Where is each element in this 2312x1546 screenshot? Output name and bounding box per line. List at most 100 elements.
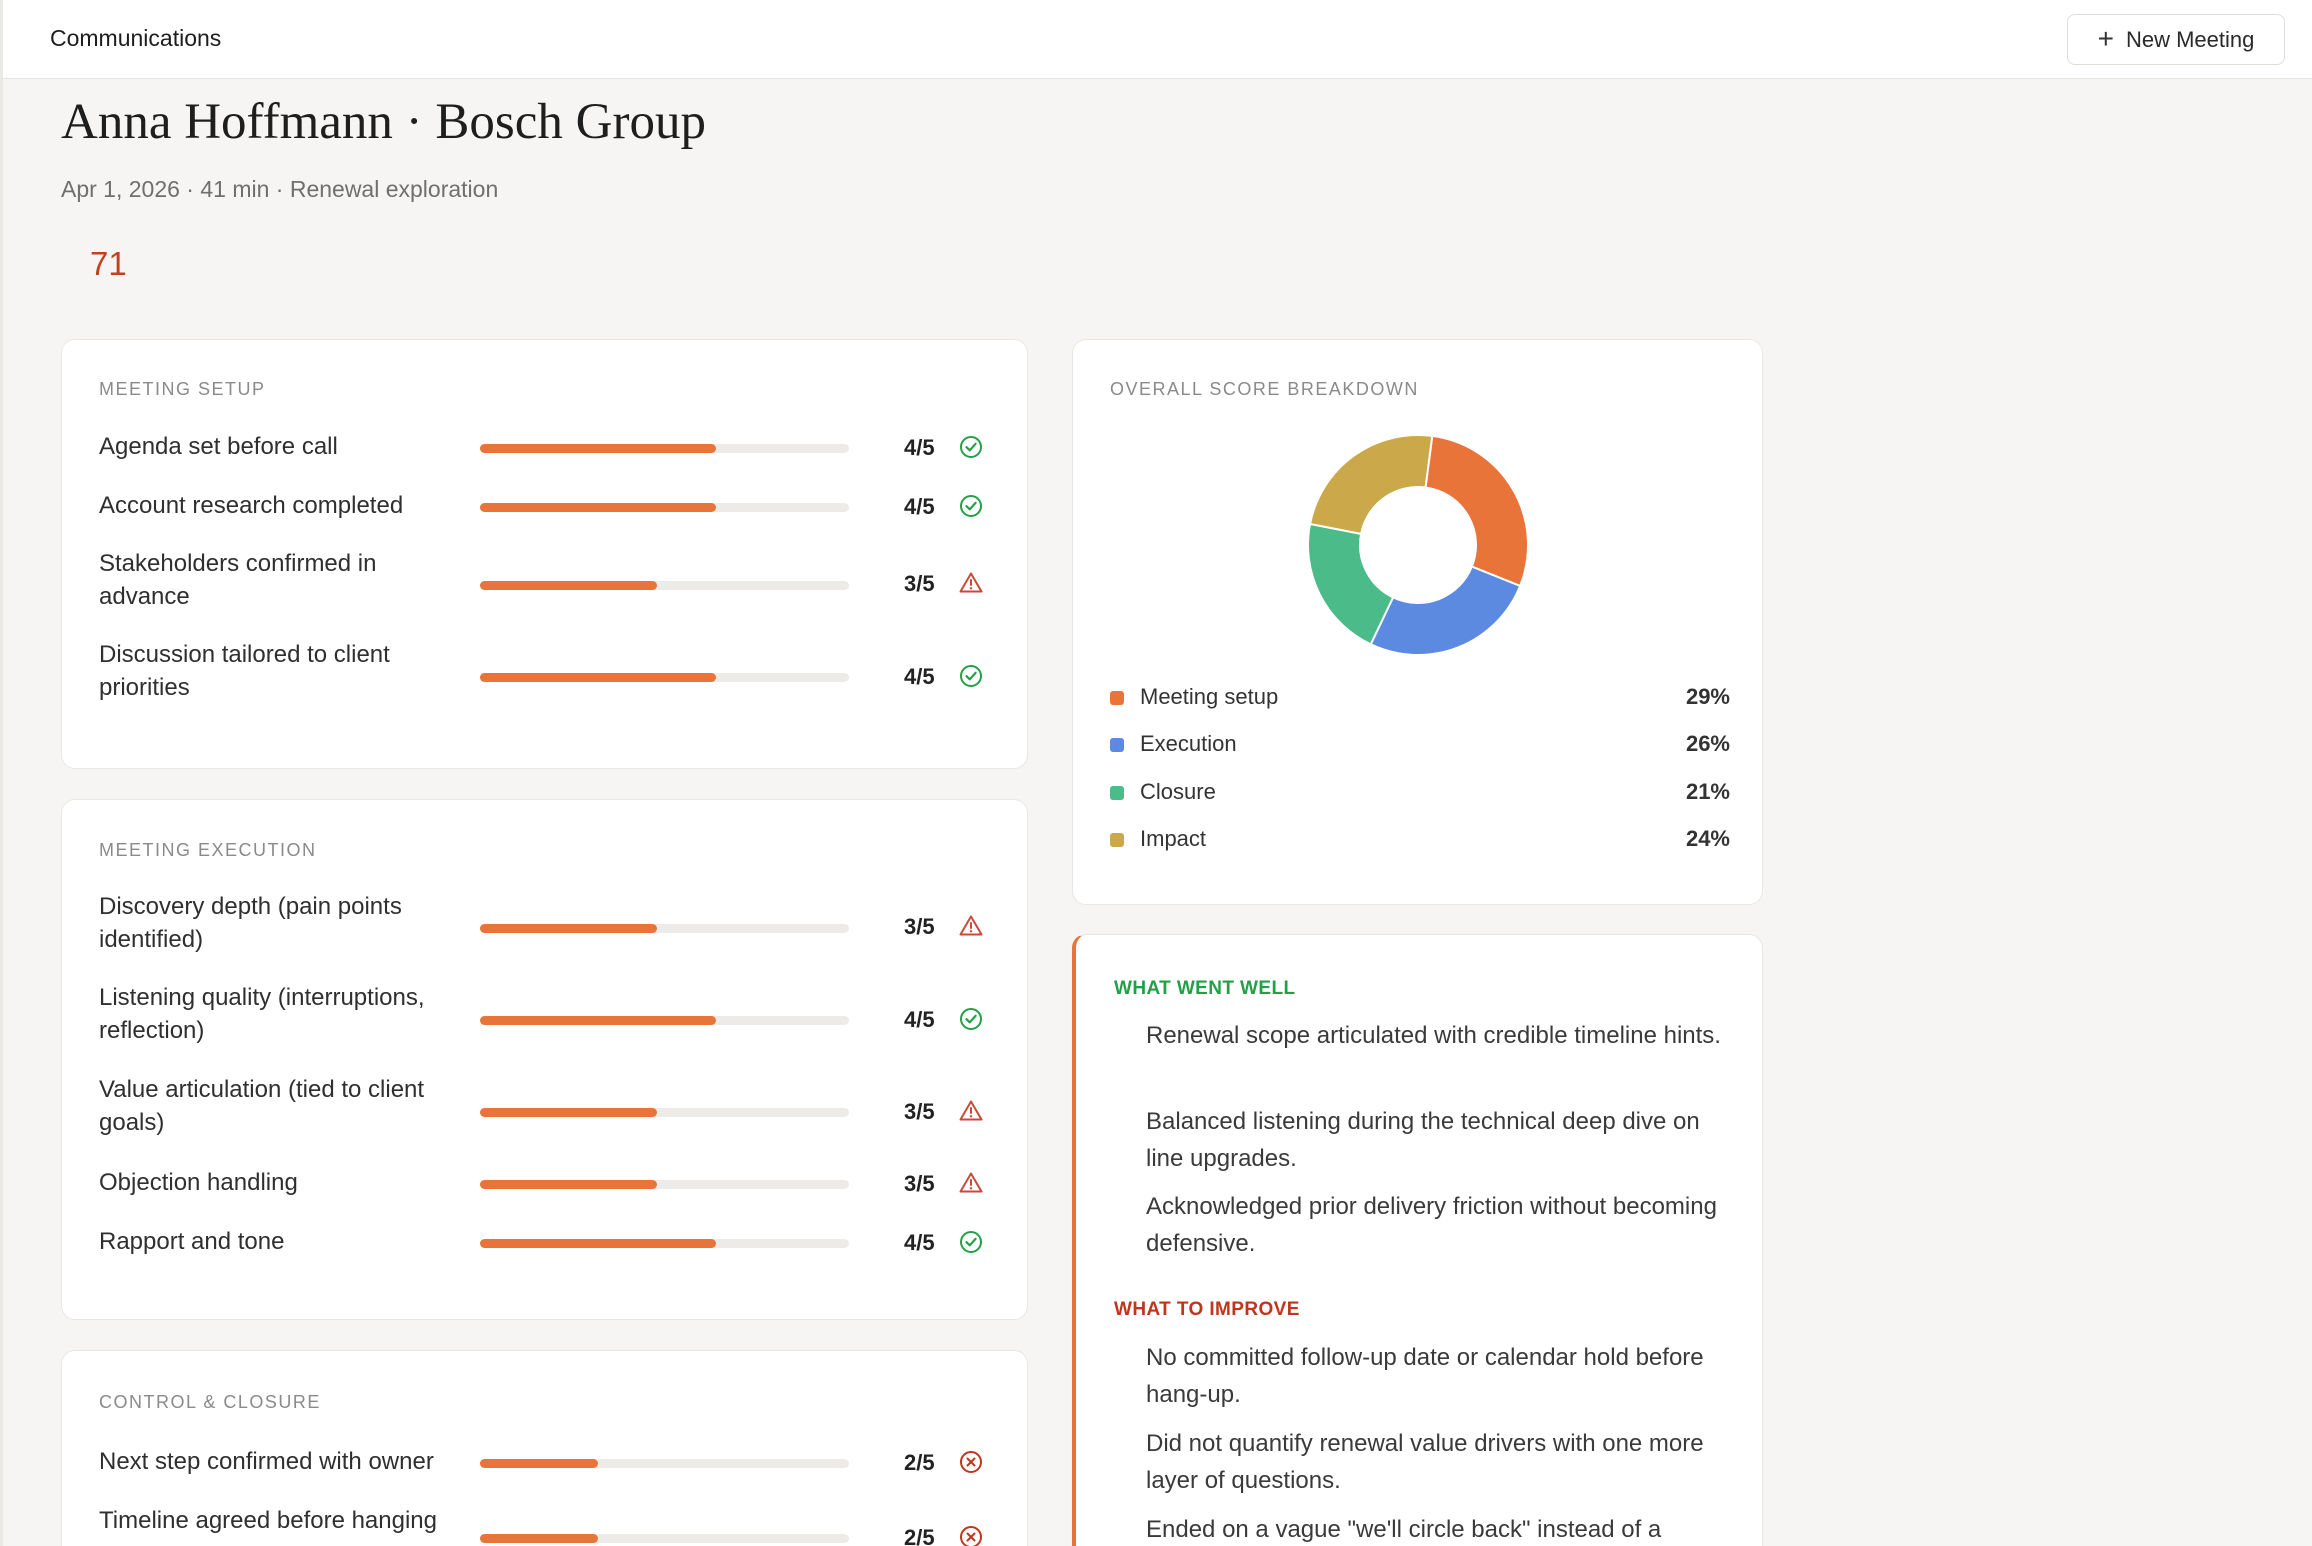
legend-swatch	[1110, 833, 1124, 847]
legend-label: Meeting setup	[1140, 684, 1279, 709]
legend-label: Impact	[1140, 826, 1207, 851]
feedback-item: Acknowledged prior delivery friction wit…	[1146, 1193, 1717, 1257]
criterion-label: Rapport and tone	[99, 1228, 285, 1255]
score-bar	[480, 444, 849, 453]
score-bar	[480, 1459, 849, 1468]
criterion-score: 4/5	[904, 435, 935, 460]
donut-slice-execution	[1369, 565, 1522, 656]
overall-score: 71	[90, 245, 127, 282]
legend-item: Meeting setup 29%	[1110, 682, 1730, 712]
score-bar	[480, 1016, 849, 1025]
feedback-item: Did not quantify renewal value drivers w…	[1146, 1430, 1704, 1494]
criterion-score: 3/5	[904, 1099, 935, 1124]
legend-label: Execution	[1140, 731, 1237, 756]
criterion-label: Discussion tailored to client priorities	[99, 641, 390, 701]
criterion-score: 3/5	[904, 914, 935, 939]
check-circle-icon	[960, 665, 982, 687]
criterion-label: Stakeholders confirmed in advance	[99, 550, 377, 610]
x-circle-icon	[960, 1526, 982, 1546]
legend-item: Execution 26%	[1110, 729, 1730, 759]
criterion-score: 4/5	[904, 664, 935, 689]
score-bar-fill	[480, 924, 658, 933]
criterion-label: Next step confirmed with owner	[99, 1448, 434, 1475]
meeting-meta: Apr 1, 2026 · 41 min · Renewal explorati…	[61, 176, 499, 202]
card-title: CONTROL & CLOSURE	[99, 1392, 321, 1412]
score-bar	[480, 503, 849, 512]
feedback-card: WHAT WENT WELL Renewal scope articulated…	[1072, 934, 1763, 1546]
score-bar	[480, 924, 849, 933]
criterion-label: Value articulation (tied to client goals…	[99, 1076, 425, 1136]
score-bar	[480, 1239, 849, 1248]
criterion-score: 4/5	[904, 1230, 935, 1255]
score-bar-fill	[480, 1108, 658, 1117]
plus-icon: +	[2097, 22, 2114, 54]
criterion-score: 2/5	[904, 1525, 935, 1546]
criterion-score: 3/5	[904, 1171, 935, 1196]
score-breakdown-donut-chart	[1307, 434, 1529, 656]
donut-slice-meeting-setup	[1424, 434, 1529, 588]
meeting-execution-card: MEETING EXECUTION Discovery depth (pain …	[61, 799, 1028, 1320]
legend-swatch	[1110, 738, 1124, 752]
legend-item: Impact 24%	[1110, 824, 1730, 854]
top-bar: Communications + New Meeting	[0, 0, 2312, 79]
score-bar	[480, 581, 849, 590]
card-title: OVERALL SCORE BREAKDOWN	[1110, 379, 1419, 399]
criterion-score: 4/5	[904, 494, 935, 519]
legend-percent: 29%	[1685, 684, 1730, 709]
card-title: MEETING SETUP	[99, 379, 266, 399]
warning-triangle-icon	[959, 1172, 983, 1193]
legend-swatch	[1110, 691, 1124, 705]
score-bar-fill	[480, 503, 717, 512]
check-circle-icon	[960, 1008, 982, 1030]
legend-item: Closure 21%	[1110, 777, 1730, 807]
donut-slice-closure	[1307, 522, 1395, 646]
feedback-item: No committed follow-up date or calendar …	[1146, 1344, 1704, 1408]
score-bar-fill	[480, 1180, 658, 1189]
criterion-score: 3/5	[904, 571, 935, 596]
legend-percent: 24%	[1685, 826, 1730, 851]
what-to-improve-heading: WHAT TO IMPROVE	[1114, 1299, 1300, 1320]
criterion-label: Account research completed	[99, 492, 404, 519]
feedback-item: Renewal scope articulated with credible …	[1146, 1022, 1721, 1049]
control-closure-card: CONTROL & CLOSURE Next step confirmed wi…	[61, 1350, 1028, 1546]
meeting-setup-card: MEETING SETUP Agenda set before call 4/5…	[61, 339, 1028, 769]
card-title: MEETING EXECUTION	[99, 840, 317, 860]
feedback-item: Ended on a vague "we'll circle back" ins…	[1146, 1516, 1662, 1543]
score-bar-fill	[480, 444, 717, 453]
legend-label: Closure	[1140, 779, 1216, 804]
score-bar	[480, 673, 849, 682]
score-bar	[480, 1108, 849, 1117]
legend-percent: 26%	[1685, 731, 1730, 756]
criterion-label: Timeline agreed before hanging	[99, 1507, 438, 1534]
feedback-item: Balanced listening during the technical …	[1146, 1108, 1700, 1172]
check-circle-icon	[960, 495, 982, 517]
criterion-score: 4/5	[904, 1007, 935, 1032]
score-bar-fill	[480, 1459, 599, 1468]
score-bar-fill	[480, 1239, 717, 1248]
criterion-label: Discovery depth (pain points identified)	[99, 893, 402, 953]
warning-triangle-icon	[959, 1100, 983, 1121]
criterion-label: Listening quality (interruptions, reflec…	[99, 984, 425, 1044]
page-title: Anna Hoffmann · Bosch Group	[61, 94, 706, 150]
new-meeting-label: New Meeting	[2125, 26, 2255, 52]
criterion-score: 2/5	[904, 1450, 935, 1475]
check-circle-icon	[960, 436, 982, 458]
score-bar-fill	[480, 673, 717, 682]
warning-triangle-icon	[959, 572, 983, 593]
score-bar-fill	[480, 1534, 599, 1543]
legend-swatch	[1110, 786, 1124, 800]
warning-triangle-icon	[959, 915, 983, 936]
section-title: Communications	[50, 25, 222, 51]
legend-percent: 21%	[1685, 779, 1730, 804]
check-circle-icon	[960, 1231, 982, 1253]
criterion-label: Agenda set before call	[99, 433, 338, 460]
x-circle-icon	[960, 1451, 982, 1473]
score-bar	[480, 1180, 849, 1189]
criterion-label: Objection handling	[99, 1169, 298, 1196]
left-border	[0, 79, 3, 1546]
score-bar	[480, 1534, 849, 1543]
what-went-well-heading: WHAT WENT WELL	[1114, 978, 1296, 999]
new-meeting-button[interactable]: + New Meeting	[2067, 14, 2285, 65]
donut-slice-impact	[1308, 434, 1434, 536]
score-bar-fill	[480, 581, 658, 590]
